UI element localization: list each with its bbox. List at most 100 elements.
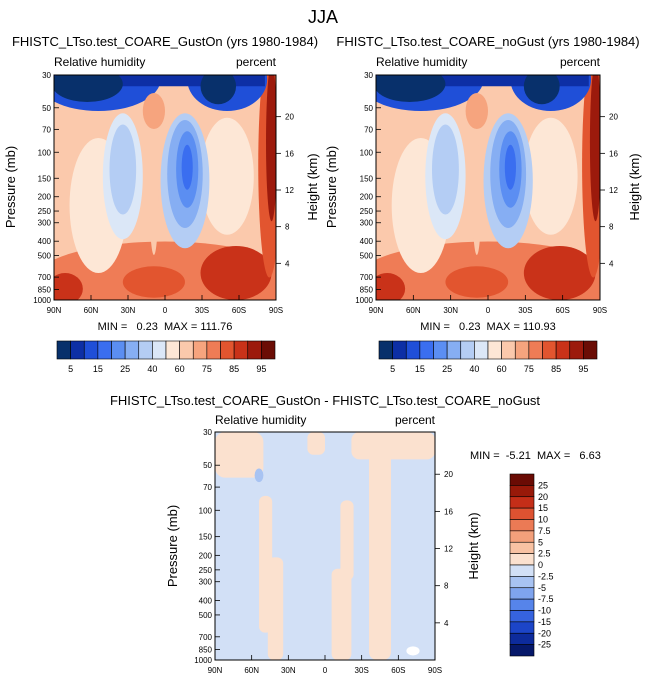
contour-fill [54,75,276,300]
x-tick-label: 90N [47,306,62,315]
colorbar-label: 15 [415,364,425,374]
y-tick-label: 250 [38,207,52,216]
colorbar-box [179,340,194,360]
colorbar-box [138,340,153,360]
contour-band [181,144,193,190]
colorbar-box [528,340,543,360]
contour-band [122,266,185,298]
panel-difference: FHISTC_LTso.test_COARE_GustOn - FHISTC_L… [110,393,601,675]
contour-band [54,75,123,102]
colorbar-box [206,340,221,360]
x-tick-label: 30N [443,306,458,315]
contour-band [54,273,83,300]
contour-band [465,93,488,129]
colorbar-box [233,340,249,360]
colorbar-box [542,340,557,360]
colorbar-box [509,496,535,509]
y-tick-label: 850 [199,645,213,654]
x-tick-label: 30N [121,306,136,315]
colorbar-label: 15 [93,364,103,374]
contour-band [351,432,435,460]
colorbar-label: 85 [229,364,239,374]
colorbar-box [509,644,535,657]
colorbar-box [555,340,571,360]
variable-label: Relative humidity [54,55,145,69]
y-axis-right-label: Height (km) [627,153,642,220]
colorbar-label: -10 [538,606,551,616]
y-right-tick-label: 8 [609,223,614,232]
colorbar-box [83,340,99,360]
contour-fill [215,432,435,660]
panel-gust-on: FHISTC_LTso.test_COARE_GustOn (yrs 1980-… [3,34,320,374]
y-axis-label: Pressure (mb) [3,146,18,228]
y-tick-label: 1000 [194,656,212,665]
y-tick-label: 700 [199,633,213,642]
colorbar-box [509,553,535,566]
colorbar-label: 40 [469,364,479,374]
y-tick-label: 70 [364,125,373,134]
contour-band [254,468,264,483]
colorbar-label: 60 [497,364,507,374]
units-label: percent [236,55,277,69]
colorbar-box [220,340,235,360]
panel-title: FHISTC_LTso.test_COARE_GustOn - FHISTC_L… [110,393,540,408]
y-tick-label: 100 [38,148,52,157]
y-right-tick-label: 4 [285,259,290,268]
y-tick-label: 500 [360,252,374,261]
contour-band [200,117,254,235]
y-tick-label: 400 [360,237,374,246]
x-tick-label: 60S [556,306,570,315]
colorbar-box [509,576,535,589]
y-tick-label: 400 [199,596,213,605]
contour-band [376,75,446,102]
y-tick-label: 200 [199,551,213,560]
contour-field [215,432,435,660]
contour-band [445,266,509,298]
latitude-axis: 90N 60N 30N 0 30S 60S 90S [47,295,283,315]
y-tick-label: 30 [203,428,212,437]
height-axis: 20 16 12 8 4 [600,113,618,268]
y-tick-label: 300 [38,219,52,228]
colorbar-box [192,340,208,360]
colorbar-box [509,473,535,486]
min-max-stats: MIN = 0.23 MAX = 110.93 [420,321,556,333]
x-tick-label: 0 [163,306,168,315]
contour-band [589,75,600,222]
y-tick-label: 1000 [355,296,373,305]
contour-band [142,93,165,129]
colorbar-label: 25 [538,480,548,490]
colorbar-label: 75 [524,364,534,374]
contour-field [54,75,276,300]
latitude-axis: 90N 60N 30N 0 30S 60S 90S [369,295,607,315]
x-tick-label: 90N [369,306,384,315]
x-tick-label: 30N [281,666,296,675]
y-tick-label: 150 [38,174,52,183]
contour-band [267,557,284,660]
contour-band [307,432,325,455]
colorbar-box [165,340,180,360]
colorbar-box [509,564,535,577]
y-right-tick-label: 20 [285,113,294,122]
colorbar-box [97,340,112,360]
colorbar-label: 5 [538,537,543,547]
y-tick-label: 500 [38,252,52,261]
colorbar-box [509,621,535,634]
colorbar-label: -5 [538,583,546,593]
colorbar-label: -15 [538,617,551,627]
contour-band [109,124,137,215]
colorbar: 5 15 25 40 60 75 85 95 [56,340,276,374]
y-tick-label: 500 [199,611,213,620]
figure-title: JJA [308,7,338,27]
units-label: percent [560,55,601,69]
contour-band [340,500,354,581]
y-tick-label: 100 [199,506,213,515]
contour-band [376,273,406,300]
y-tick-label: 250 [360,207,374,216]
colorbar-label: -2.5 [538,571,554,581]
y-tick-label: 70 [203,483,212,492]
colorbar-box [460,340,475,360]
colorbar-label: -7.5 [538,594,554,604]
contour-band [472,142,482,255]
